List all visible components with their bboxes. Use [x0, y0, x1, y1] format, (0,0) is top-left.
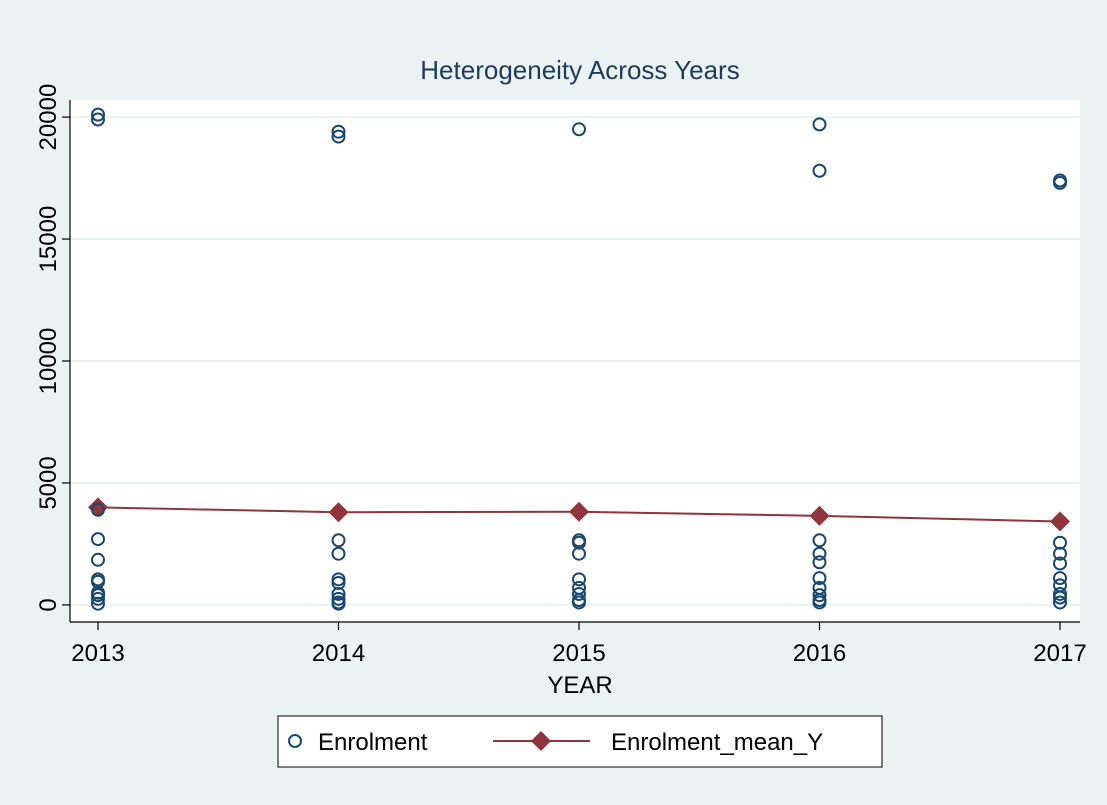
enrolment-point — [91, 591, 105, 606]
enrolment-point — [1053, 535, 1067, 550]
enrolment-point — [91, 502, 105, 517]
x-axis-ticks: 2013 2014 2015 2016 2017 — [71, 622, 1087, 667]
legend-enrolment-label: Enrolment — [318, 729, 428, 756]
enrolment-point — [331, 575, 346, 590]
enrolment-point — [331, 124, 346, 139]
enrolment-point — [331, 586, 346, 601]
x-tick-label: 2017 — [1033, 640, 1086, 667]
enrolment-point — [572, 535, 586, 550]
enrolment-point — [91, 574, 105, 589]
enrolment-point — [331, 596, 346, 611]
x-axis-title: YEAR — [547, 672, 612, 699]
y-tick-label: 0 — [35, 598, 62, 611]
enrolment-point — [1053, 571, 1067, 586]
series-enrolment — [91, 107, 1067, 611]
y-tick-label: 20000 — [35, 84, 62, 151]
legend: Enrolment Enrolment_mean_Y — [277, 715, 883, 768]
mean-point — [569, 501, 589, 522]
legend-enrolment-marker — [288, 734, 302, 748]
enrolment-point — [331, 546, 346, 561]
enrolment-point — [572, 546, 586, 561]
enrolment-point — [1053, 586, 1067, 601]
enrolment-point — [91, 532, 105, 547]
enrolment-point — [91, 596, 105, 611]
enrolment-point — [91, 588, 105, 603]
enrolment-point — [1053, 556, 1067, 571]
enrolment-point — [812, 571, 827, 586]
grid-lines — [70, 116, 1080, 606]
enrolment-point — [812, 588, 827, 603]
x-tick-label: 2015 — [552, 640, 605, 667]
y-tick-label: 5000 — [35, 456, 62, 509]
enrolment-point — [812, 595, 827, 610]
enrolment-point — [572, 122, 586, 137]
enrolment-point — [91, 552, 105, 567]
chart-title: Heterogeneity Across Years — [420, 55, 739, 85]
x-tick-label: 2013 — [71, 640, 124, 667]
mean-point — [809, 505, 830, 526]
x-tick-label: 2016 — [793, 640, 846, 667]
enrolment-point — [1053, 546, 1067, 561]
enrolment-point — [572, 595, 586, 610]
mean-point — [88, 497, 108, 518]
y-tick-label: 10000 — [35, 328, 62, 395]
enrolment-point — [331, 572, 346, 587]
enrolment-point — [572, 586, 586, 601]
y-tick-label: 15000 — [35, 206, 62, 273]
mean-point — [1050, 511, 1070, 532]
enrolment-point — [1053, 590, 1067, 605]
enrolment-point — [812, 163, 827, 178]
x-tick-label: 2014 — [312, 640, 365, 667]
legend-mean-marker — [531, 731, 551, 751]
enrolment-point — [331, 129, 346, 144]
enrolment-point — [572, 572, 586, 587]
enrolment-point — [812, 533, 827, 548]
series-enrolment-mean-y — [88, 497, 1070, 532]
enrolment-point — [1053, 595, 1067, 610]
enrolment-point — [91, 112, 105, 127]
enrolment-point — [812, 555, 827, 570]
enrolment-point — [812, 117, 827, 132]
enrolment-point — [331, 533, 346, 548]
mean-point — [328, 502, 349, 523]
legend-mean-label: Enrolment_mean_Y — [611, 729, 823, 756]
y-axis-ticks: 0 5000 10000 15000 20000 — [35, 84, 70, 612]
enrolment-point — [1053, 175, 1067, 190]
enrolment-point — [812, 546, 827, 561]
enrolment-point — [91, 107, 105, 122]
enrolment-point — [331, 591, 346, 606]
